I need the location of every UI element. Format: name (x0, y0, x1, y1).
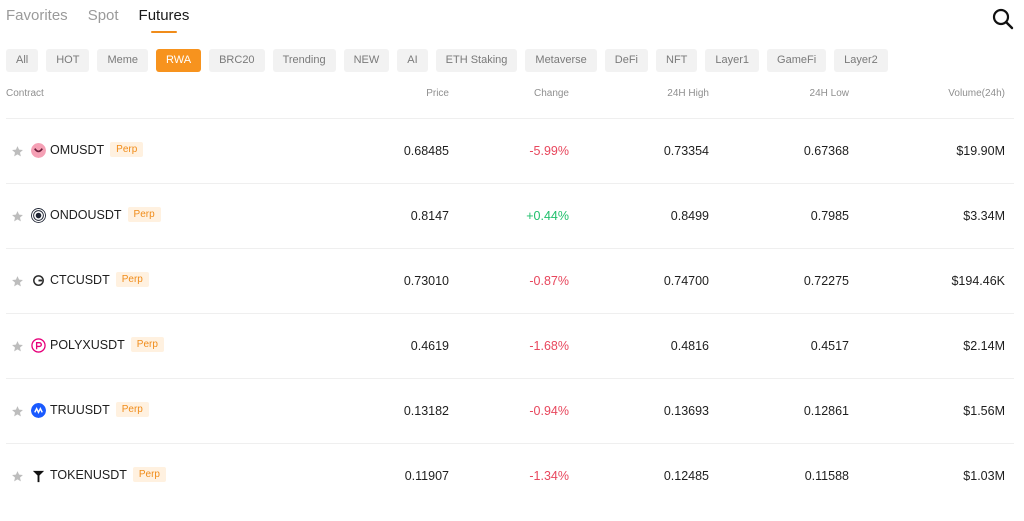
low-24h-cell: 0.12861 (803, 404, 849, 418)
table-header: Contract Price Change 24H High 24H Low V… (0, 88, 1024, 104)
perp-badge: Perp (132, 467, 166, 482)
high-24h-cell: 0.12485 (663, 469, 709, 483)
high-24h-cell: 0.73354 (663, 144, 709, 158)
ctc-coin-icon (33, 275, 44, 286)
category-chip-layer1[interactable]: Layer1 (705, 49, 760, 72)
contract-symbol-link[interactable]: TOKENUSDT Perp (50, 467, 166, 482)
favorite-star-icon[interactable] (11, 405, 24, 418)
category-chip-gamefi[interactable]: GameFi (767, 49, 827, 72)
high-24h-cell: 0.13693 (663, 404, 709, 418)
category-chip-brc20[interactable]: BRC20 (209, 49, 265, 72)
high-24h-cell: 0.74700 (663, 274, 709, 288)
change-cell: +0.44% (526, 209, 569, 223)
contract-table: OMUSDT Perp 0.68485 -5.99% 0.73354 0.67368 $19… (6, 118, 1014, 508)
contract-symbol-link[interactable]: CTCUSDT Perp (50, 272, 149, 287)
tab-spot[interactable]: Spot (87, 7, 119, 24)
volume-24h-cell: $194.46K (951, 274, 1005, 288)
category-chip-meme[interactable]: Meme (97, 49, 149, 72)
category-chip-rwa[interactable]: RWA (156, 49, 202, 72)
table-row[interactable]: ONDOUSDT Perp 0.8147 +0.44% 0.8499 0.7985 $3.3… (6, 183, 1014, 248)
table-row[interactable]: TOKENUSDT Perp 0.11907 -1.34% 0.12485 0.11588… (6, 443, 1014, 508)
contract-symbol: ONDOUSDT (50, 207, 122, 222)
tru-coin-icon (31, 403, 46, 418)
low-24h-cell: 0.11588 (804, 469, 849, 483)
low-24h-cell: 0.72275 (803, 274, 849, 288)
category-chip-ai[interactable]: AI (397, 49, 428, 72)
low-24h-cell: 0.4517 (810, 339, 849, 353)
contract-symbol: OMUSDT (50, 142, 105, 157)
category-chip-hot[interactable]: HOT (46, 49, 90, 72)
column-header-contract[interactable]: Contract (6, 88, 44, 99)
column-header-24h-low[interactable]: 24H Low (809, 88, 849, 99)
category-chip-defi[interactable]: DeFi (604, 49, 648, 72)
market-tabs: Favorites Spot Futures (6, 6, 189, 34)
om-coin-icon (31, 143, 46, 158)
favorite-star-icon[interactable] (11, 340, 24, 353)
price-cell: 0.68485 (403, 144, 449, 158)
favorite-star-icon[interactable] (11, 470, 24, 483)
ondo-coin-icon (31, 208, 46, 223)
category-chip-trending[interactable]: Trending (272, 49, 336, 72)
category-filter-bar: All HOT Meme RWA BRC20 Trending NEW AI ETH Staki… (6, 49, 888, 72)
price-cell: 0.4619 (410, 339, 449, 353)
favorite-star-icon[interactable] (11, 275, 24, 288)
table-row[interactable]: TRUUSDT Perp 0.13182 -0.94% 0.13693 0.12861 $1… (6, 378, 1014, 443)
price-cell: 0.11907 (404, 469, 449, 483)
contract-symbol: CTCUSDT (50, 272, 110, 287)
table-row[interactable]: OMUSDT Perp 0.68485 -5.99% 0.73354 0.67368 $19… (6, 118, 1014, 183)
contract-symbol: TRUUSDT (50, 402, 110, 417)
change-cell: -5.99% (529, 144, 569, 158)
column-header-change[interactable]: Change (533, 88, 569, 99)
volume-24h-cell: $19.90M (956, 144, 1005, 158)
contract-symbol-link[interactable]: ONDOUSDT Perp (50, 207, 161, 222)
search-icon[interactable] (992, 8, 1014, 30)
category-chip-layer2[interactable]: Layer2 (834, 49, 888, 72)
contract-symbol: POLYXUSDT (50, 337, 125, 352)
contract-symbol-link[interactable]: TRUUSDT Perp (50, 402, 149, 417)
favorite-star-icon[interactable] (11, 210, 24, 223)
change-cell: -1.68% (529, 339, 569, 353)
change-cell: -0.87% (529, 274, 569, 288)
token-coin-icon (32, 470, 45, 483)
category-chip-eth-staking[interactable]: ETH Staking (435, 49, 518, 72)
tab-favorites[interactable]: Favorites (6, 7, 68, 24)
tab-futures[interactable]: Futures (139, 6, 189, 34)
table-row[interactable]: POLYXUSDT Perp 0.4619 -1.68% 0.4816 0.4517 $2.… (6, 313, 1014, 378)
high-24h-cell: 0.4816 (670, 339, 709, 353)
volume-24h-cell: $1.56M (963, 404, 1005, 418)
perp-badge: Perp (115, 402, 149, 417)
price-cell: 0.73010 (403, 274, 449, 288)
perp-badge: Perp (115, 272, 149, 287)
favorite-star-icon[interactable] (11, 145, 24, 158)
perp-badge: Perp (127, 207, 161, 222)
price-cell: 0.8147 (410, 209, 449, 223)
contract-symbol-link[interactable]: POLYXUSDT Perp (50, 337, 164, 352)
category-chip-new[interactable]: NEW (343, 49, 390, 72)
low-24h-cell: 0.67368 (803, 144, 849, 158)
volume-24h-cell: $2.14M (963, 339, 1005, 353)
price-cell: 0.13182 (403, 404, 449, 418)
column-header-volume[interactable]: Volume(24h) (948, 88, 1005, 99)
perp-badge: Perp (110, 142, 144, 157)
column-header-price[interactable]: Price (426, 88, 449, 99)
change-cell: -1.34% (529, 469, 569, 483)
volume-24h-cell: $3.34M (963, 209, 1005, 223)
perp-badge: Perp (130, 337, 164, 352)
change-cell: -0.94% (529, 404, 569, 418)
high-24h-cell: 0.8499 (670, 209, 709, 223)
column-header-24h-high[interactable]: 24H High (667, 88, 709, 99)
low-24h-cell: 0.7985 (810, 209, 849, 223)
category-chip-all[interactable]: All (6, 49, 39, 72)
category-chip-nft[interactable]: NFT (656, 49, 698, 72)
volume-24h-cell: $1.03M (963, 469, 1005, 483)
category-chip-metaverse[interactable]: Metaverse (525, 49, 597, 72)
contract-symbol: TOKENUSDT (50, 467, 127, 482)
table-row[interactable]: CTCUSDT Perp 0.73010 -0.87% 0.74700 0.72275 $1… (6, 248, 1014, 313)
polyx-coin-icon (31, 338, 46, 353)
contract-symbol-link[interactable]: OMUSDT Perp (50, 142, 144, 157)
